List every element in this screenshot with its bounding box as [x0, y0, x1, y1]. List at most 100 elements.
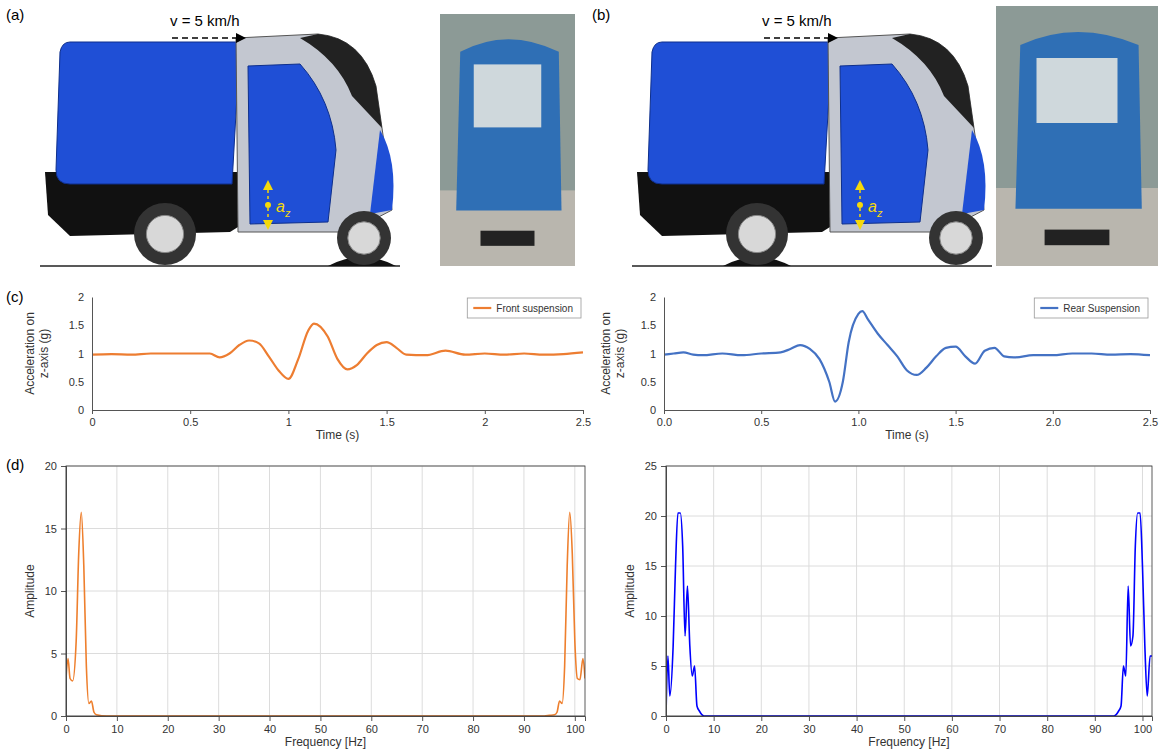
tick: 0.5 — [69, 376, 92, 388]
accel-arrowhead-up — [263, 180, 273, 190]
tick-label: 80 — [1042, 723, 1054, 735]
tick-label: 20 — [45, 460, 57, 472]
photo-background — [440, 14, 575, 266]
grid-line-y — [66, 653, 585, 654]
tick: 40 — [851, 716, 863, 735]
tick: 2 — [482, 410, 488, 428]
axis-line — [67, 717, 586, 722]
photo-bump — [481, 231, 535, 246]
door — [840, 64, 928, 224]
tick-mark — [575, 716, 576, 721]
y-axis: 00.511.52 — [69, 291, 93, 416]
cabin-frame — [236, 34, 392, 232]
tick: 10 — [708, 716, 720, 735]
tick: 1.5 — [641, 319, 664, 331]
x-axis-title: Time (s) — [885, 428, 929, 442]
plot-area — [664, 311, 1150, 401]
x-axis: 0.00.51.01.52.02.5 — [657, 410, 1158, 428]
cargo-box — [56, 42, 240, 184]
tick-mark — [61, 716, 66, 717]
tick-mark — [661, 716, 666, 717]
tick-mark — [1053, 410, 1054, 414]
tick-label: 40 — [851, 723, 863, 735]
tick: 20 — [162, 716, 174, 735]
nose — [962, 130, 986, 214]
tick-mark — [661, 516, 666, 517]
tick-label: 5 — [651, 660, 657, 672]
tick: 1.5 — [948, 410, 963, 428]
grid-line-y — [666, 616, 1152, 617]
tick-label: 10 — [111, 723, 123, 735]
tick-label: 0.5 — [69, 376, 84, 388]
legend-swatch — [473, 307, 491, 309]
tick: 0.0 — [657, 410, 672, 428]
tick: 25 — [645, 460, 666, 472]
tick-mark — [1095, 716, 1096, 721]
tick: 0 — [650, 404, 664, 416]
speed-arrow — [764, 37, 828, 39]
axis-line — [664, 298, 665, 411]
photo-bump — [1045, 230, 1110, 246]
accel-symbol: a — [868, 198, 877, 215]
tick-mark — [1000, 716, 1001, 721]
tick-mark — [473, 716, 474, 721]
tick: 1 — [78, 348, 92, 360]
tick-mark — [387, 410, 388, 414]
tick-label: 2.5 — [576, 416, 591, 428]
tick-label: 90 — [518, 723, 530, 735]
tick-label: 2 — [482, 416, 488, 428]
tick-label: 90 — [1089, 723, 1101, 735]
photo — [996, 6, 1158, 266]
tick-label: 50 — [315, 723, 327, 735]
plot-background — [66, 466, 585, 716]
tick-label: 5 — [51, 648, 57, 660]
tick-label: 2.0 — [1046, 416, 1061, 428]
accel-subscript: z — [284, 207, 291, 219]
tick: 100 — [566, 716, 584, 735]
tick: 2.5 — [576, 410, 591, 428]
tick-label: 100 — [1134, 723, 1152, 735]
axis-line — [92, 298, 93, 411]
tick-label: 25 — [645, 460, 657, 472]
tick-mark — [288, 410, 289, 414]
plot-area — [92, 324, 583, 379]
tick-label: 20 — [756, 723, 768, 735]
tick-label: 10 — [645, 610, 657, 622]
grid — [666, 466, 1152, 716]
tick-mark — [117, 716, 118, 721]
accel-arrowhead-up — [855, 180, 865, 190]
tick-mark — [661, 566, 666, 567]
tick: 1.5 — [379, 410, 394, 428]
panel-letter: (c) — [6, 288, 24, 305]
plot-background — [666, 466, 1152, 716]
tick-mark — [1150, 410, 1151, 414]
tick-mark — [904, 716, 905, 721]
tick-mark — [761, 410, 762, 414]
tick-label: 2.5 — [1143, 416, 1158, 428]
grid-line-y — [66, 528, 585, 529]
grid-line-x — [999, 466, 1000, 716]
tick: 1 — [286, 410, 292, 428]
tick-label: 30 — [803, 723, 815, 735]
tick: 0 — [663, 716, 669, 735]
tick-label: 15 — [45, 523, 57, 535]
tick: 0.5 — [754, 410, 769, 428]
panel-letter: (a) — [6, 6, 24, 23]
tick: 90 — [1089, 716, 1101, 735]
tick-label: 60 — [946, 723, 958, 735]
y-axis: 0510152025 — [645, 460, 667, 722]
chart: 01020304050607080901000510152025Frequenc… — [623, 460, 1153, 749]
cabin-frame — [828, 34, 984, 232]
tick: 60 — [946, 716, 958, 735]
tick: 20 — [645, 510, 666, 522]
y-axis: 00.511.52 — [641, 291, 665, 416]
legend: Rear Suspension — [1034, 298, 1148, 318]
accel-arrowhead-down — [263, 220, 273, 230]
x-axis-title: Time (s) — [316, 428, 360, 442]
grid-line-x — [904, 466, 905, 716]
chart: 010203040506070809010005101520Frequency … — [23, 460, 586, 749]
tick-label: 20 — [162, 723, 174, 735]
tick-label: 0 — [51, 710, 57, 722]
sensor-dot — [265, 202, 271, 208]
tick: 0 — [63, 716, 69, 735]
